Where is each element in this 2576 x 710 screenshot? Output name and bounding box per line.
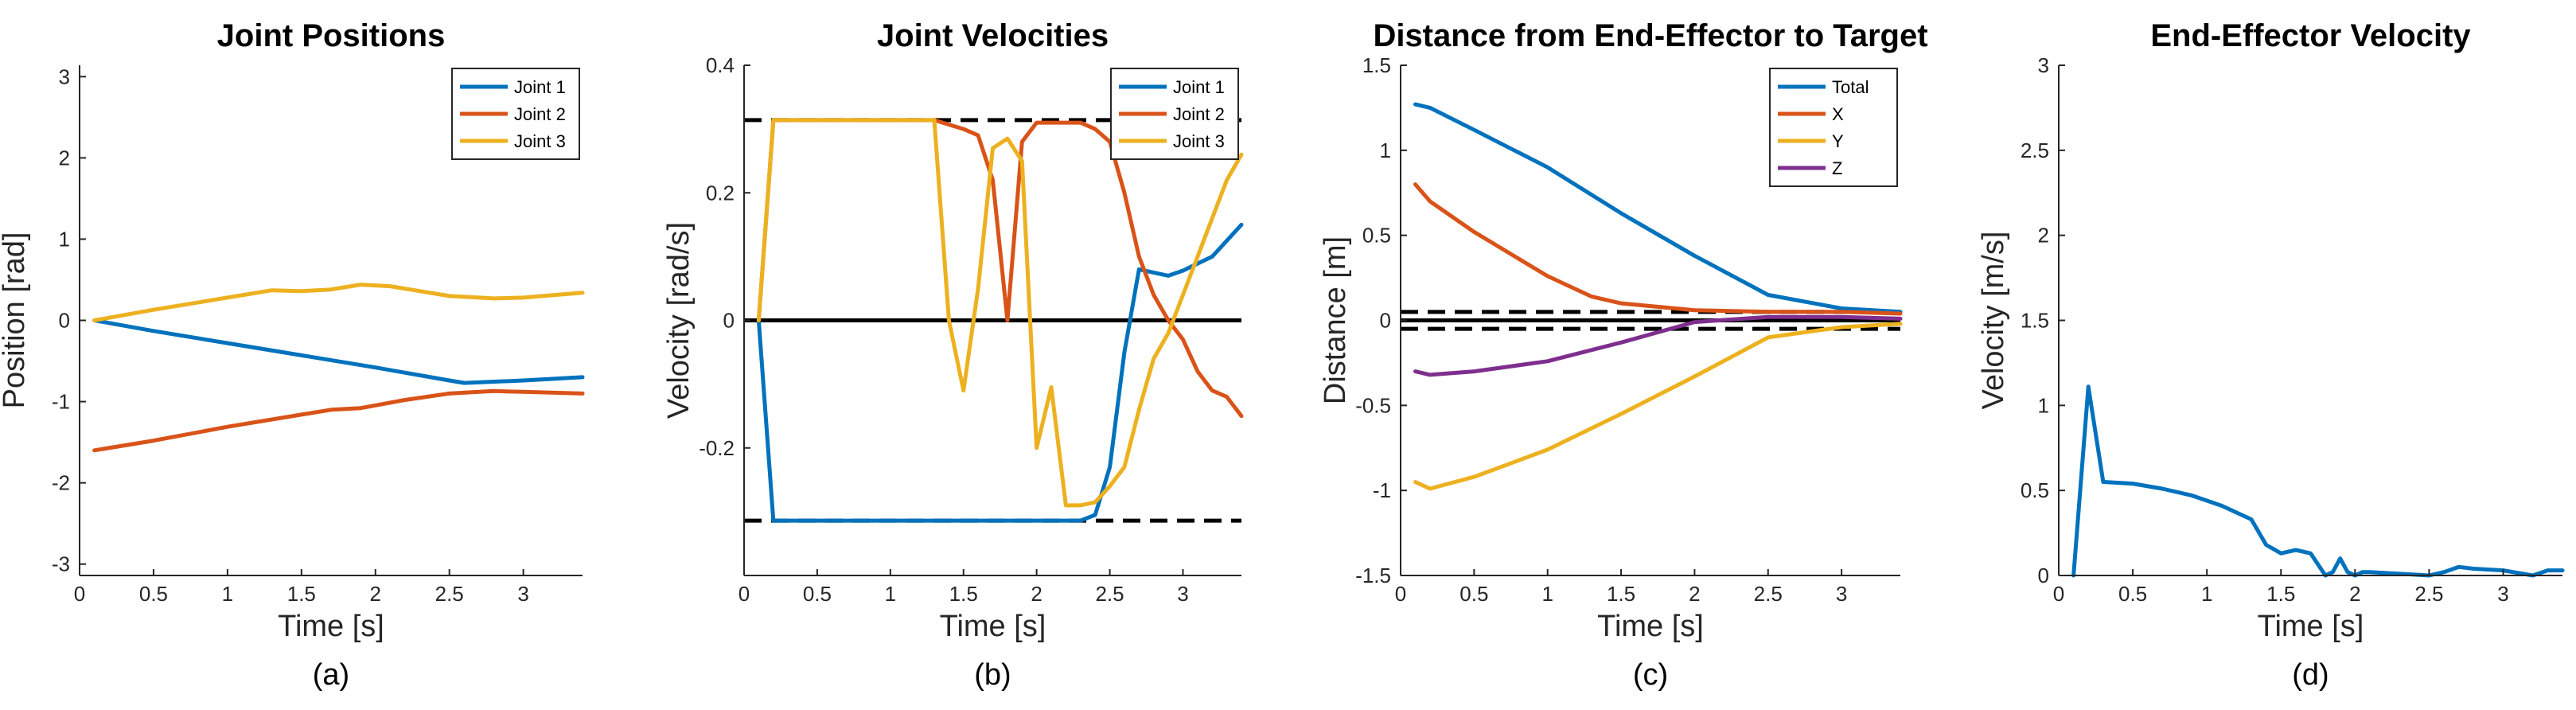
y-tick-label: 1 (2038, 393, 2049, 417)
x-tick-label: 0.5 (1459, 582, 1488, 606)
chart-panel-1: 0 0.5 1 1.5 2 2.5 3 -3 -2 -1 0 1 2 3 Joint Positions Ti… (0, 18, 585, 692)
x-axis-label: Time [s] (278, 610, 384, 643)
chart-panel-4: 0 0.5 1 1.5 2 2.5 3 0 0.5 1 1.5 2 2.5 3 End-Effector V… (1977, 18, 2565, 692)
x-tick-label: 2 (1031, 582, 1042, 606)
y-axis-label: Velocity [m/s] (1977, 232, 2010, 410)
legend-entry: Y (1832, 131, 1844, 151)
y-tick-label: -2 (52, 471, 70, 495)
series-line-joint-2 (756, 118, 1244, 419)
y-tick-label: -1 (1373, 478, 1391, 502)
y-tick-label: 1.5 (1362, 53, 1391, 77)
y-tick-label: -0.5 (1355, 393, 1391, 417)
legend-entry: X (1832, 104, 1844, 124)
chart-title: Joint Positions (217, 18, 446, 53)
y-tick-label: 2.5 (2021, 138, 2049, 162)
legend-entry: Joint 2 (1173, 104, 1225, 124)
y-tick-label: -1 (52, 390, 70, 414)
y-tick-label: 0.2 (706, 181, 735, 205)
chart-panel-3: 0 0.5 1 1.5 2 2.5 3-1.5-1-0.500.511.5Distance … (1319, 18, 1928, 692)
y-tick-label: 0.4 (706, 53, 735, 77)
legend-entry: Joint 1 (514, 77, 566, 97)
x-tick-label: 1.5 (287, 582, 316, 606)
x-tick-label: 0 (2053, 582, 2064, 606)
y-tick-label: -1.5 (1355, 564, 1391, 587)
y-tick-label: 0 (59, 309, 70, 333)
x-tick-label: 2.5 (435, 582, 464, 606)
y-tick-label: 0 (2038, 564, 2049, 587)
y-tick-label: 0 (723, 309, 735, 333)
plot-area (2059, 65, 2562, 575)
x-tick-label: 2 (1689, 582, 1700, 606)
x-tick-label: 1 (885, 582, 896, 606)
x-axis-label: Time [s] (1597, 610, 1704, 643)
x-tick-label: 0 (1395, 582, 1406, 606)
y-tick-label: 1 (1380, 138, 1391, 162)
legend-entry: Total (1832, 77, 1869, 97)
panel-label: (a) (313, 658, 349, 692)
legend-entry: Joint 3 (1173, 131, 1225, 151)
y-axis-label: Velocity [rad/s] (662, 222, 696, 419)
series-line-x (1413, 182, 1903, 316)
x-tick-label: 2.5 (1095, 582, 1124, 606)
series-line-end-effector (2071, 384, 2565, 578)
x-tick-label: 3 (517, 582, 528, 606)
x-tick-label: 2.5 (1754, 582, 1783, 606)
y-tick-label: 0.5 (2021, 478, 2049, 502)
series-line-joint-2 (92, 388, 585, 453)
panel-label: (d) (2292, 658, 2329, 692)
legend-entry: Joint 2 (514, 104, 566, 124)
y-tick-label: 3 (59, 64, 70, 88)
series-line-joint-3 (92, 283, 585, 322)
x-tick-label: 0.5 (2118, 582, 2147, 606)
y-tick-label: 0.5 (1362, 224, 1391, 248)
legend-entry: Joint 3 (514, 131, 566, 151)
x-tick-label: 0.5 (803, 582, 832, 606)
x-tick-label: 3 (1836, 582, 1847, 606)
series-line-joint-3 (756, 118, 1244, 508)
x-tick-label: 2 (370, 582, 381, 606)
chart-title: Distance from End-Effector to Target (1373, 18, 1927, 53)
x-axis-label: Time [s] (940, 610, 1046, 643)
y-tick-label: 2 (59, 146, 70, 170)
chart-title: Joint Velocities (877, 18, 1109, 53)
series-line-joint-1 (756, 222, 1244, 523)
x-tick-label: 3 (1177, 582, 1188, 606)
chart-panel-2: 0 0.5 1 1.5 2 2.5 3 -0.2 0 0.2 0.4 Joint Velocities… (662, 18, 1244, 692)
x-axis-label: Time [s] (2258, 610, 2364, 643)
legend-entry: Z (1832, 158, 1842, 178)
y-tick-label: 3 (2038, 53, 2049, 77)
y-tick-label: -3 (52, 552, 70, 576)
y-axis-label: Distance [m] (1319, 236, 1352, 404)
y-tick-label: -0.2 (699, 436, 735, 460)
y-tick-label: 2 (2038, 224, 2049, 248)
x-tick-label: 1.5 (2266, 582, 2295, 606)
x-tick-label: 3 (2497, 582, 2508, 606)
x-tick-label: 2.5 (2414, 582, 2443, 606)
x-tick-label: 1 (2201, 582, 2212, 606)
x-tick-label: 2 (2349, 582, 2360, 606)
panel-label: (b) (974, 658, 1011, 692)
legend-entry: Joint 1 (1173, 77, 1225, 97)
legend: Joint 1 Joint 2 Joint 3 (1110, 68, 1239, 160)
x-tick-label: 1.5 (1607, 582, 1635, 606)
y-tick-label: 1.5 (2021, 309, 2049, 333)
panel-label: (c) (1633, 658, 1668, 692)
x-tick-label: 0 (739, 582, 750, 606)
legend: Total XYZ (1769, 68, 1898, 187)
series-line-z (1413, 314, 1903, 377)
series-line-y (1413, 322, 1903, 491)
x-tick-label: 1 (1541, 582, 1553, 606)
legend: Joint 1 Joint 2 Joint 3 (451, 68, 580, 160)
series-line-total (1413, 102, 1903, 314)
x-tick-label: 0.5 (139, 582, 168, 606)
x-tick-label: 1.5 (949, 582, 978, 606)
y-axis-label: Position [rad] (0, 232, 31, 409)
series-line-joint-1 (92, 318, 585, 385)
x-tick-label: 0 (74, 582, 85, 606)
y-tick-label: 0 (1380, 309, 1391, 333)
y-tick-label: 1 (59, 227, 70, 251)
chart-title: End-Effector Velocity (2150, 18, 2471, 53)
x-tick-label: 1 (222, 582, 233, 606)
